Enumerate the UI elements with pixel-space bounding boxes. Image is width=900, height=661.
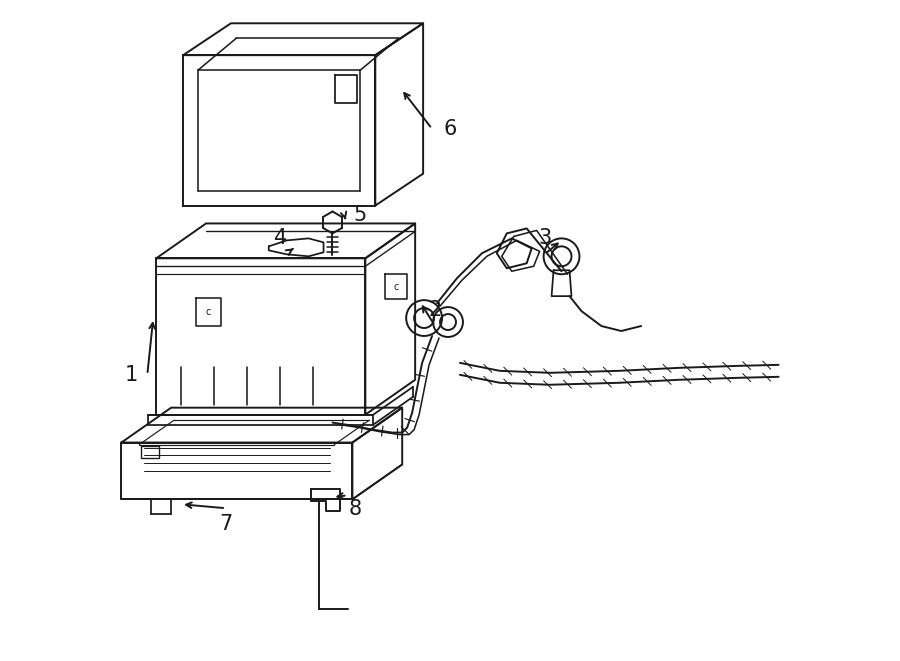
- Text: 2: 2: [428, 300, 442, 320]
- Text: 3: 3: [538, 229, 551, 249]
- Text: 1: 1: [125, 365, 138, 385]
- Text: 7: 7: [220, 514, 232, 534]
- Text: 5: 5: [354, 206, 367, 225]
- Text: 6: 6: [444, 119, 456, 139]
- Text: 8: 8: [349, 499, 362, 520]
- Text: c: c: [393, 282, 399, 292]
- Text: 4: 4: [274, 229, 287, 249]
- Text: c: c: [206, 307, 211, 317]
